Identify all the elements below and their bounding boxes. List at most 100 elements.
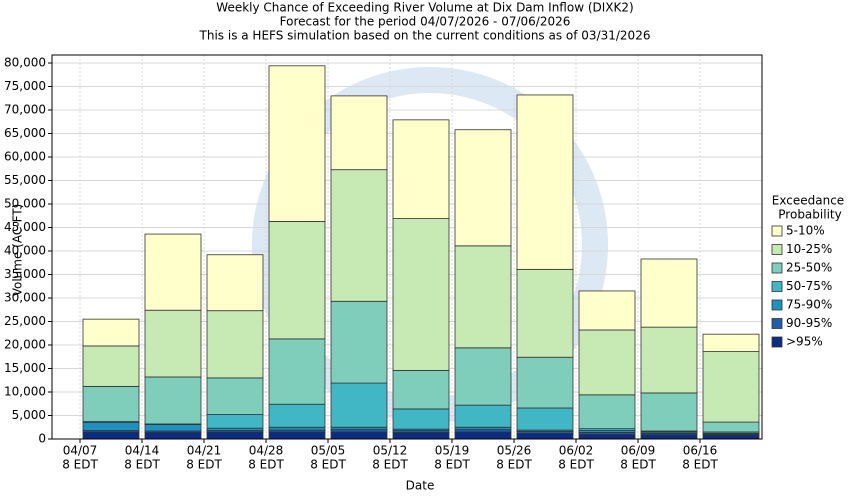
legend-swatch — [771, 299, 783, 311]
x-tick-sublabel: 8 EDT — [682, 458, 718, 472]
y-tick-label: 30,000 — [4, 290, 46, 304]
bar-segment — [578, 433, 636, 440]
bar-segment — [82, 422, 140, 431]
bar-segment — [578, 394, 636, 430]
bar-segment — [268, 426, 326, 431]
bar-segment — [454, 404, 512, 428]
x-tick-label: 06/02 — [559, 444, 594, 458]
y-tick-label: 0 — [38, 432, 46, 446]
bar-segment — [330, 169, 388, 302]
x-tick-sublabel: 8 EDT — [496, 458, 532, 472]
y-tick-label: 70,000 — [4, 102, 46, 116]
x-tick-label: 05/26 — [497, 444, 532, 458]
bar-segment — [330, 300, 388, 384]
bar-segment — [454, 245, 512, 349]
bar-segment — [392, 119, 450, 219]
bar-segment — [516, 356, 574, 409]
bar-segment — [330, 95, 388, 171]
x-tick-sublabel: 8 EDT — [434, 458, 470, 472]
bar-segment — [702, 351, 760, 423]
bar-segment — [454, 129, 512, 247]
bar-segment — [392, 218, 450, 371]
bar-segment — [144, 424, 202, 432]
y-tick-label: 40,000 — [4, 243, 46, 257]
bar-segment — [640, 258, 698, 328]
bar-segment — [144, 233, 202, 311]
bar-segment — [516, 432, 574, 440]
bar-segment — [702, 421, 760, 433]
bar-segment — [144, 432, 202, 440]
x-tick-sublabel: 8 EDT — [310, 458, 346, 472]
legend-swatch — [771, 318, 783, 329]
x-tick-sublabel: 8 EDT — [248, 458, 284, 472]
y-tick-label: 15,000 — [4, 361, 46, 375]
y-tick-label: 80,000 — [4, 55, 46, 69]
x-tick-label: 04/07 — [63, 444, 98, 458]
bar-segment — [702, 333, 760, 352]
bar-segment — [578, 329, 636, 396]
y-tick-label: 10,000 — [4, 384, 46, 398]
x-tick-label: 04/21 — [187, 444, 222, 458]
bar-segment — [330, 382, 388, 428]
bar-segment — [702, 434, 760, 440]
bar-segment — [516, 268, 574, 358]
bar-segment — [516, 407, 574, 431]
bar-segment — [206, 414, 264, 429]
x-tick-sublabel: 8 EDT — [620, 458, 656, 472]
legend-swatch — [771, 244, 783, 255]
bar-segment — [206, 310, 264, 379]
x-axis-label: Date — [406, 479, 435, 493]
y-tick-label: 75,000 — [4, 79, 46, 93]
bar-segment — [516, 94, 574, 270]
plot-frame — [51, 54, 763, 440]
bar-segment — [578, 290, 636, 331]
legend-label: 10-25% — [786, 242, 832, 256]
legend-swatch — [771, 336, 783, 348]
chart-title: Weekly Chance of Exceeding River Volume … — [216, 1, 633, 15]
bar-segment — [640, 326, 698, 394]
y-tick-label: 60,000 — [4, 149, 46, 163]
chart-subtitle: This is a HEFS simulation based on the c… — [199, 29, 651, 43]
legend-swatch — [771, 262, 783, 274]
bar-segment — [268, 431, 326, 440]
x-tick-label: 05/19 — [435, 444, 470, 458]
y-tick-label: 65,000 — [4, 126, 46, 140]
bar-segment — [268, 220, 326, 340]
x-tick-sublabel: 8 EDT — [558, 458, 594, 472]
chart-subtitle: Forecast for the period 04/07/2026 - 07/… — [280, 15, 571, 29]
legend-title: Probability — [778, 208, 841, 222]
y-tick-label: 5,000 — [12, 408, 46, 422]
bar-segment — [454, 347, 512, 406]
bar-segment — [330, 431, 388, 440]
y-tick-label: 45,000 — [4, 220, 46, 234]
bar-segment — [392, 432, 450, 440]
y-tick-label: 55,000 — [4, 173, 46, 187]
bar-segment — [268, 403, 326, 428]
bar-segment — [82, 345, 140, 387]
x-tick-label: 05/05 — [311, 444, 346, 458]
y-tick-label: 35,000 — [4, 267, 46, 281]
x-tick-sublabel: 8 EDT — [62, 458, 98, 472]
bar-segment — [82, 385, 140, 423]
x-tick-label: 06/09 — [621, 444, 656, 458]
x-tick-sublabel: 8 EDT — [124, 458, 160, 472]
bar-segment — [268, 338, 326, 405]
y-axis-label: Volume (AC-FT) — [11, 204, 25, 297]
legend-label: 50-75% — [786, 279, 832, 293]
bar-segment — [454, 431, 512, 440]
legend-label: 90-95% — [786, 316, 832, 330]
bar-segment — [82, 431, 140, 440]
bar-segment — [82, 318, 140, 347]
legend-title: Exceedance — [772, 194, 844, 208]
bar-segment — [640, 392, 698, 432]
bar-segment — [392, 408, 450, 430]
legend-label: 75-90% — [786, 298, 832, 312]
x-tick-sublabel: 8 EDT — [372, 458, 408, 472]
bar-segment — [392, 369, 450, 410]
x-tick-label: 06/16 — [683, 444, 718, 458]
bar-segment — [206, 377, 264, 415]
x-tick-label: 04/14 — [125, 444, 160, 458]
y-tick-label: 25,000 — [4, 314, 46, 328]
y-tick-label: 50,000 — [4, 196, 46, 210]
